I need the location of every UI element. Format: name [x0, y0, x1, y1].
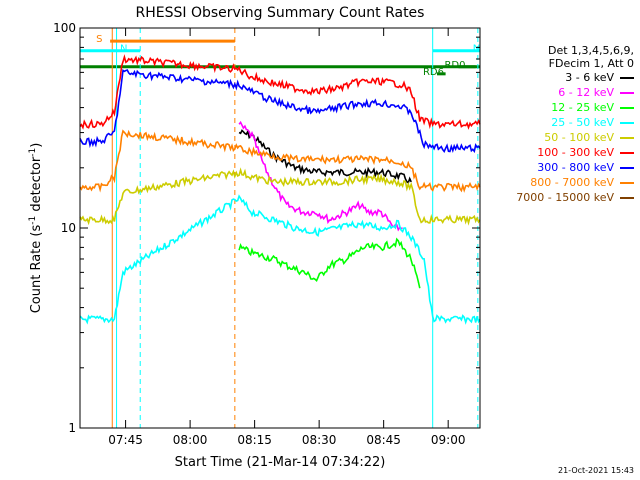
legend-entry-label: 800 - 7000 keV — [530, 176, 614, 189]
legend-entry-swatch — [620, 181, 634, 184]
legend-entry-label: 300 - 800 keV — [537, 161, 614, 174]
flag-label-n-2: N — [473, 44, 480, 55]
flag-label-n-1: N — [120, 44, 127, 55]
legend-entry-swatch — [620, 106, 634, 109]
legend-entry: 25 - 50 keV — [484, 115, 634, 130]
legend-entry-label: 7000 - 15000 keV — [516, 191, 614, 204]
legend-entry-label: 12 - 25 keV — [551, 101, 614, 114]
y-axis-label-sup2: -1 — [28, 148, 38, 157]
legend-entry: 6 - 12 keV — [484, 85, 634, 100]
legend-entry: 50 - 100 keV — [484, 130, 634, 145]
legend-entry-label: 100 - 300 keV — [537, 146, 614, 159]
series-line-800-7000kev — [79, 129, 481, 193]
legend-entry: 100 - 300 keV — [484, 145, 634, 160]
legend-entry-swatch — [620, 166, 634, 169]
y-axis-label-sup1: -1 — [28, 216, 38, 225]
flag-label-rd6-4: RD6 — [423, 67, 444, 78]
series-line-300-800kev — [79, 69, 481, 154]
legend-header-line2: FDecim 1, Att 0 — [548, 57, 634, 70]
legend-entry-swatch — [620, 196, 634, 199]
legend-entry-label: 50 - 100 keV — [544, 131, 614, 144]
legend-entry: 12 - 25 keV — [484, 100, 634, 115]
legend-entry: 800 - 7000 keV — [484, 175, 634, 190]
legend-entry-swatch — [620, 136, 634, 139]
y-axis-label: Count Rate (s-1 detector-1) — [28, 143, 44, 314]
legend-entry: 3 - 6 keV — [484, 70, 634, 85]
series-line-25-50kev — [79, 194, 481, 325]
legend-entry-swatch — [620, 76, 634, 79]
y-tick-label-1: 10 — [61, 221, 76, 235]
legend-header-line1: Det 1,3,4,5,6,9, — [547, 44, 634, 57]
series-line-100-300kev — [79, 54, 481, 130]
chart-title: RHESSI Observing Summary Count Rates — [136, 5, 425, 21]
y-axis-label-part1: Count Rate (s — [29, 225, 44, 314]
y-tick-label-0: 1 — [68, 421, 76, 435]
x-tick-label-3: 08:30 — [302, 433, 337, 447]
x-tick-label-1: 08:00 — [173, 433, 208, 447]
series-line-12-25kev — [238, 237, 421, 289]
series-line-3-6kev — [238, 129, 412, 184]
x-axis-label: Start Time (21-Mar-14 07:34:22) — [175, 455, 386, 470]
series-line-6-12kev — [238, 120, 403, 232]
series-line-50-100kev — [79, 167, 481, 226]
x-tick-label-2: 08:15 — [237, 433, 272, 447]
y-axis-label-part2: detector — [29, 156, 44, 216]
legend-entry-label: 25 - 50 keV — [551, 116, 614, 129]
legend-entry-swatch — [620, 151, 634, 154]
legend-entry: 300 - 800 keV — [484, 160, 634, 175]
x-tick-label-5: 09:00 — [431, 433, 466, 447]
generation-timestamp: 21-Oct-2021 15:43 — [558, 466, 634, 475]
legend: Det 1,3,4,5,6,9, FDecim 1, Att 0 3 - 6 k… — [484, 44, 634, 205]
legend-entry-label: 3 - 6 keV — [565, 71, 614, 84]
legend-entry: 7000 - 15000 keV — [484, 190, 634, 205]
legend-entry-swatch — [620, 91, 634, 94]
flag-label-rd0-3: RD0 — [444, 60, 465, 71]
x-tick-label-0: 07:45 — [108, 433, 143, 447]
y-axis-label-end: ) — [29, 143, 44, 148]
flag-label-s-0: S — [96, 34, 102, 45]
legend-entry-label: 6 - 12 keV — [558, 86, 614, 99]
y-tick-label-2: 100 — [53, 21, 76, 35]
legend-entry-swatch — [620, 121, 634, 124]
x-tick-label-4: 08:45 — [366, 433, 401, 447]
